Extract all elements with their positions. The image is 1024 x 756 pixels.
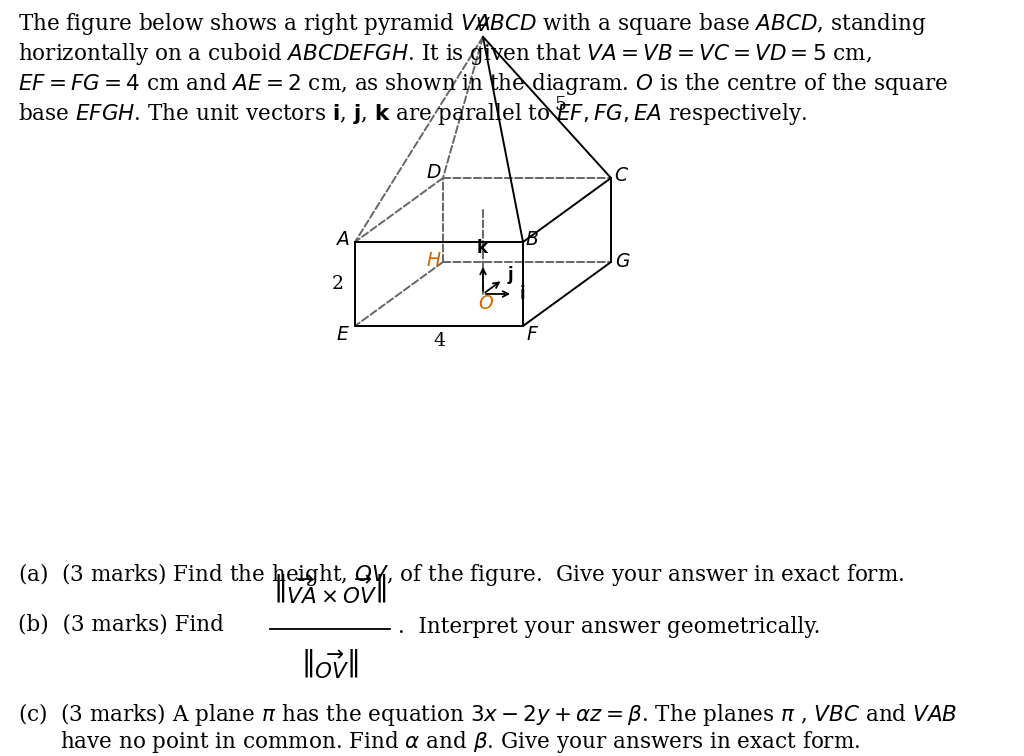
Text: $H$: $H$	[426, 252, 441, 270]
Text: $A$: $A$	[335, 231, 349, 249]
Text: base $EFGH$. The unit vectors $\mathbf{i}$, $\mathbf{j}$, $\mathbf{k}$ are paral: base $EFGH$. The unit vectors $\mathbf{i…	[18, 101, 807, 127]
Text: $EF = FG = 4$ cm and $AE = 2$ cm, as shown in the diagram. $O$ is the centre of : $EF = FG = 4$ cm and $AE = 2$ cm, as sho…	[18, 71, 948, 97]
Text: horizontally on a cuboid $ABCDEFGH$. It is given that $VA = VB = VC = VD = 5$ cm: horizontally on a cuboid $ABCDEFGH$. It …	[18, 41, 871, 67]
Text: (a)  (3 marks) Find the height, $OV$, of the figure.  Give your answer in exact : (a) (3 marks) Find the height, $OV$, of …	[18, 561, 904, 588]
Text: The figure below shows a right pyramid $VABCD$ with a square base $ABCD$, standi: The figure below shows a right pyramid $…	[18, 11, 927, 37]
Text: $\left\|\overrightarrow{VA}\times\overrightarrow{OV}\right\|$: $\left\|\overrightarrow{VA}\times\overri…	[273, 575, 387, 608]
Text: 2: 2	[332, 275, 344, 293]
Text: $B$: $B$	[525, 231, 539, 249]
Text: $C$: $C$	[614, 167, 630, 185]
Text: $G$: $G$	[615, 253, 631, 271]
Text: (b)  (3 marks) Find: (b) (3 marks) Find	[18, 614, 224, 636]
Text: 4: 4	[433, 332, 445, 350]
Text: 5: 5	[554, 97, 566, 114]
Text: $D$: $D$	[426, 164, 441, 182]
Text: $E$: $E$	[336, 326, 350, 344]
Text: $V$: $V$	[475, 17, 490, 35]
Text: (c)  (3 marks) A plane $\pi$ has the equation $3x - 2y + \alpha z = \beta$. The : (c) (3 marks) A plane $\pi$ has the equa…	[18, 701, 957, 728]
Text: $F$: $F$	[526, 326, 540, 344]
Text: $O$: $O$	[478, 295, 494, 313]
Text: $\mathbf{k}$: $\mathbf{k}$	[476, 239, 489, 257]
Text: .  Interpret your answer geometrically.: . Interpret your answer geometrically.	[398, 616, 820, 638]
Text: $\mathbf{i}$: $\mathbf{i}$	[519, 285, 525, 303]
Text: $\mathbf{j}$: $\mathbf{j}$	[507, 264, 514, 286]
Text: have no point in common. Find $\alpha$ and $\beta$. Give your answers in exact f: have no point in common. Find $\alpha$ a…	[60, 729, 860, 755]
Text: $\left\|\overrightarrow{OV}\right\|$: $\left\|\overrightarrow{OV}\right\|$	[301, 650, 358, 683]
